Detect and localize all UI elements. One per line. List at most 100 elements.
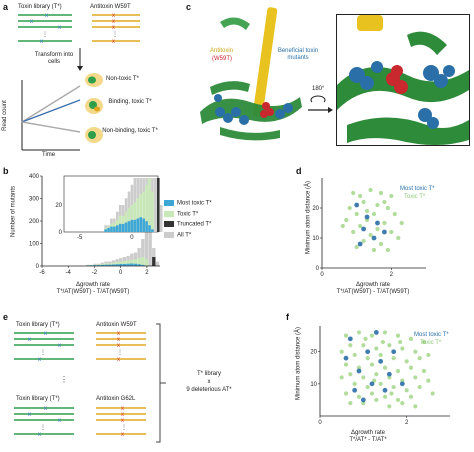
- point-most-toxic-t-: [343, 355, 349, 361]
- x-tick-label: -6: [39, 270, 45, 274]
- point-toxic-t-: [369, 333, 375, 338]
- bar-toxic-t-: [126, 260, 130, 266]
- mutant-spheres: [214, 94, 293, 125]
- point-toxic-t-: [344, 217, 349, 223]
- bar-most-toxic-t-: [133, 263, 138, 266]
- bar-toxic-t-: [104, 263, 108, 266]
- point-most-toxic-t-: [357, 241, 363, 247]
- bar-most-toxic-t-: [97, 265, 101, 266]
- point-toxic-t-: [343, 391, 349, 396]
- cell-icons: [85, 73, 103, 143]
- bar-most-toxic-t-: [126, 263, 130, 266]
- panel-f-xlabel-2: T*/AT* - T/AT*: [349, 437, 387, 443]
- y-tick-label: 20: [312, 206, 319, 212]
- inset-bar: [124, 222, 128, 232]
- svg-text:⋮: ⋮: [121, 425, 127, 431]
- inset-bar: [118, 215, 122, 232]
- e-summary-1: T* library: [196, 371, 221, 377]
- legend-truncated: Truncated T*: [164, 221, 212, 229]
- point-toxic-t-: [389, 391, 394, 396]
- inset-x-tick-label: 0: [130, 235, 134, 241]
- point-toxic-t-: [351, 229, 356, 235]
- inset-bar: [113, 226, 116, 232]
- point-toxic-t-: [382, 365, 388, 370]
- outcome-nonbinding-toxic: Non-binding, toxic T*: [102, 128, 158, 134]
- point-toxic-t-: [375, 202, 380, 208]
- bar-toxic-t-: [141, 257, 145, 266]
- svg-text:⋮: ⋮: [112, 32, 118, 38]
- svg-text:⋮: ⋮: [42, 32, 48, 38]
- bar-most-toxic-t-: [111, 264, 116, 266]
- point-toxic-t-: [421, 339, 427, 345]
- svg-text:x: x: [117, 357, 120, 363]
- bar-most-toxic-t-: [141, 264, 145, 266]
- inset-bar: [127, 207, 131, 232]
- bar-toxic-t-: [122, 261, 127, 266]
- point-toxic-t-: [371, 211, 377, 217]
- protein-structure-zoom: [337, 15, 469, 145]
- panel-f-xlabel-1: Δgrowth rate: [350, 430, 386, 436]
- point-toxic-t-: [387, 343, 392, 348]
- transform-label: Transform into cells: [34, 52, 74, 65]
- point-toxic-t-: [361, 343, 366, 348]
- svg-text:x: x: [121, 412, 124, 418]
- point-toxic-t-: [356, 330, 362, 335]
- point-toxic-t-: [430, 391, 435, 396]
- point-most-toxic-t-: [378, 358, 384, 364]
- inset-bar: [118, 223, 122, 232]
- panel-f-legend-2: Toxic T*: [420, 340, 442, 346]
- svg-text:x: x: [117, 331, 120, 337]
- y-tick-label: 10: [312, 236, 319, 242]
- point-toxic-t-: [382, 330, 388, 335]
- point-toxic-t-: [387, 375, 392, 380]
- point-toxic-t-: [395, 333, 401, 338]
- point-most-toxic-t-: [352, 387, 358, 393]
- point-toxic-t-: [408, 365, 414, 370]
- point-toxic-t-: [352, 352, 357, 358]
- inset-bar: [133, 219, 137, 232]
- y-tick-label: 300: [29, 197, 40, 203]
- svg-text:x: x: [58, 418, 61, 424]
- point-toxic-t-: [391, 384, 396, 390]
- bar-all-t-: [155, 261, 160, 266]
- point-toxic-t-: [378, 241, 384, 247]
- panel-f-letter: f: [286, 312, 289, 322]
- point-toxic-t-: [354, 211, 359, 217]
- inset-bar: [156, 178, 160, 232]
- inset-bar: [107, 227, 110, 232]
- panel-e-letter: e: [3, 312, 9, 322]
- scatter-f: 0 2 10 20: [310, 326, 450, 426]
- w59t-spheres: [260, 102, 274, 118]
- antitoxin-lines: [92, 14, 140, 42]
- panel-d-letter: d: [296, 166, 302, 176]
- point-toxic-t-: [352, 381, 357, 386]
- point-toxic-t-: [356, 394, 362, 399]
- bar-most-toxic-t-: [93, 265, 97, 266]
- point-toxic-t-: [395, 397, 401, 403]
- point-most-toxic-t-: [373, 330, 379, 335]
- svg-text:⋮: ⋮: [40, 425, 46, 431]
- y-tick-label: 0: [316, 266, 320, 272]
- inset-bar: [130, 219, 134, 232]
- point-toxic-t-: [426, 378, 431, 383]
- protein-structure-left: [200, 7, 302, 141]
- antitoxin-helix: [252, 7, 278, 117]
- antitoxin-label: Antitoxin W59T: [90, 4, 131, 10]
- point-most-toxic-t-: [361, 226, 366, 232]
- point-toxic-t-: [351, 190, 356, 196]
- point-toxic-t-: [398, 339, 403, 345]
- y-tick-label: 100: [29, 242, 40, 248]
- legend-toxic: Toxic T*: [164, 210, 212, 219]
- point-toxic-t-: [365, 384, 370, 390]
- point-toxic-t-: [399, 220, 404, 226]
- x-tick-label: 0: [320, 272, 324, 278]
- outcome-non-toxic: Non-toxic T*: [106, 76, 139, 82]
- point-toxic-t-: [380, 339, 385, 345]
- point-most-toxic-t-: [369, 381, 375, 387]
- point-toxic-t-: [404, 359, 409, 364]
- svg-text:x: x: [40, 39, 43, 45]
- inset-bar: [116, 225, 119, 232]
- point-toxic-t-: [400, 346, 405, 351]
- bar-all-t-: [137, 248, 141, 266]
